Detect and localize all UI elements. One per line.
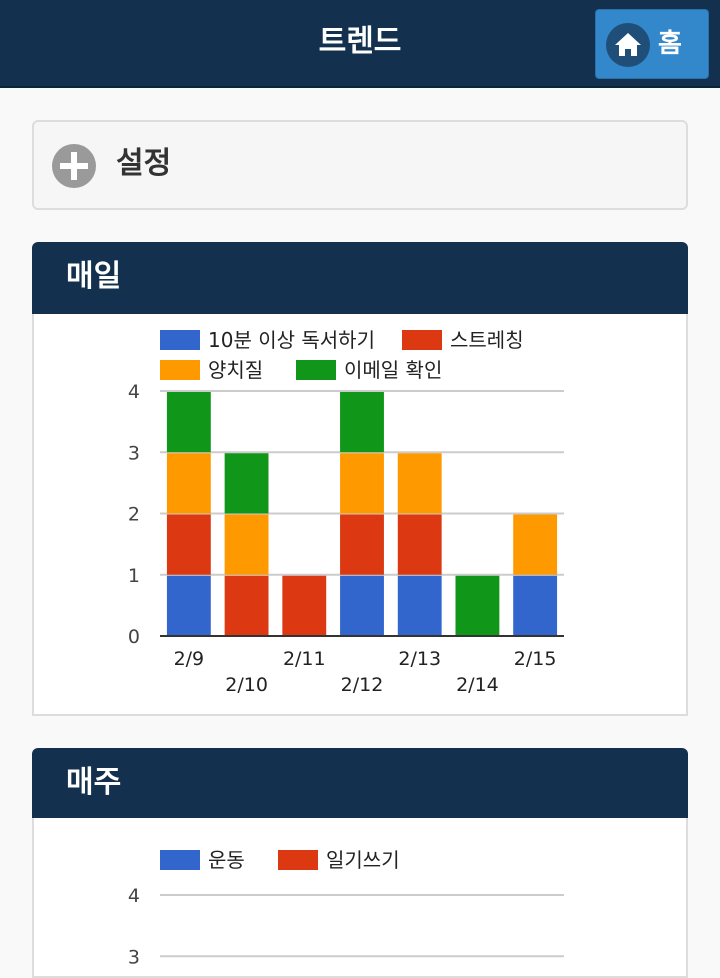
weekly-legend-label: 운동 — [208, 848, 245, 872]
home-icon — [606, 23, 650, 67]
weekly-chart: 운동 일기쓰기 3 4 — [128, 848, 564, 968]
daily-y-tick-label: 3 — [128, 442, 140, 464]
daily-bar-segment — [397, 453, 442, 514]
daily-x-tick-label: 2/14 — [456, 674, 499, 696]
daily-panel-title: 매일 — [66, 259, 122, 294]
daily-legend-label: 양치질 — [208, 358, 263, 382]
daily-bar-segment — [513, 575, 558, 636]
daily-x-tick-label: 2/11 — [283, 648, 326, 670]
plus-icon — [52, 144, 96, 188]
daily-x-tick-label: 2/13 — [398, 648, 441, 670]
weekly-legend-swatch — [278, 850, 318, 870]
daily-bar-segment — [340, 514, 384, 575]
daily-legend-swatch — [296, 360, 336, 380]
home-button[interactable]: 홈 — [595, 9, 709, 79]
daily-bar-segment — [166, 514, 211, 575]
home-button-label: 홈 — [658, 29, 682, 59]
daily-legend-label: 10분 이상 독서하기 — [208, 328, 375, 352]
daily-y-tick-label: 2 — [128, 504, 140, 526]
daily-bar-segment — [455, 575, 500, 636]
daily-bar-segment — [397, 575, 442, 636]
page-title: 트렌드 — [318, 24, 402, 59]
daily-y-tick-label: 0 — [128, 626, 140, 648]
settings-collapsible[interactable]: 설정 — [32, 120, 688, 210]
daily-x-tick-label: 2/15 — [514, 648, 557, 670]
daily-bar-segment — [166, 392, 211, 453]
daily-y-tick-label: 4 — [128, 381, 140, 403]
daily-bar-segment — [224, 453, 269, 514]
daily-legend-swatch — [160, 330, 200, 350]
daily-x-tick-label: 2/9 — [174, 648, 205, 670]
daily-x-tick-label: 2/12 — [341, 674, 384, 696]
daily-bar-segment — [513, 514, 558, 575]
daily-bar-segment — [224, 514, 269, 575]
weekly-panel-title: 매주 — [66, 765, 122, 800]
daily-legend-label: 이메일 확인 — [344, 358, 442, 382]
weekly-legend-swatch — [160, 850, 200, 870]
daily-bar-segment — [224, 575, 269, 636]
daily-legend-swatch — [160, 360, 200, 380]
daily-bar-segment — [282, 575, 327, 636]
daily-legend-label: 스트레칭 — [450, 328, 524, 352]
daily-panel-header: 매일 — [32, 242, 688, 314]
daily-bar-segment — [340, 453, 384, 514]
app-header: 트렌드 홈 — [0, 0, 720, 88]
settings-label: 설정 — [116, 146, 172, 181]
weekly-y-tick-label: 3 — [128, 946, 140, 968]
weekly-y-tick-label: 4 — [128, 885, 140, 907]
daily-bar-segment — [340, 392, 384, 453]
daily-x-tick-label: 2/10 — [225, 674, 268, 696]
daily-bar-segment — [166, 453, 211, 514]
daily-bar-segment — [340, 575, 384, 636]
daily-y-tick-label: 1 — [128, 565, 140, 587]
daily-bar-segment — [397, 514, 442, 575]
weekly-chart-panel: 운동 일기쓰기 3 4 — [32, 818, 688, 978]
daily-legend-swatch — [402, 330, 442, 350]
daily-bar-segment — [166, 575, 211, 636]
weekly-panel-header: 매주 — [32, 748, 688, 820]
weekly-legend-label: 일기쓰기 — [326, 848, 400, 872]
